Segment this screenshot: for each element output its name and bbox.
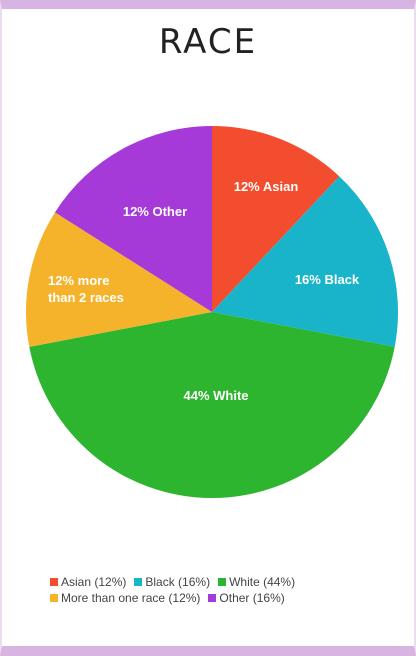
legend-swatch [50,578,58,586]
slice-label-more-than-one-race: 12% more than 2 races [48,273,124,305]
chart-title: RACE [158,22,258,62]
slice-label-white: 44% White [183,388,248,403]
legend-swatch [50,594,58,602]
legend-item: Asian (12%) [50,574,126,590]
legend-item: White (44%) [218,574,295,590]
slice-label-asian: 12% Asian [234,179,299,194]
legend-item: More than one race (12%) [50,590,200,606]
legend-row: Asian (12%) Black (16%) White (44%) [50,574,380,590]
legend-label: Asian (12%) [61,575,127,589]
legend-label: Black (16%) [145,575,211,589]
chart-legend: Asian (12%) Black (16%) White (44%) More th… [50,574,380,606]
legend-label: Other (16%) [219,591,285,605]
slice-label-black: 16% Black [295,272,360,287]
legend-swatch [218,578,227,586]
pie-slice-black [212,176,399,347]
pie-slice-asian [212,125,340,312]
legend-label: More than one race (12%) [61,591,201,605]
legend-label: White (44%) [229,575,296,589]
pie-slice-more-than-one-race [25,212,212,347]
legend-item: Black (16%) [134,574,210,590]
legend-item: Other (16%) [208,590,285,606]
legend-swatch [134,578,143,586]
legend-swatch [208,594,217,602]
pie-slice-other [54,126,213,312]
pie-slice-white [29,312,395,499]
slice-label-other: 12% Other [123,204,187,219]
legend-row: More than one race (12%) Other (16%) [50,590,380,606]
